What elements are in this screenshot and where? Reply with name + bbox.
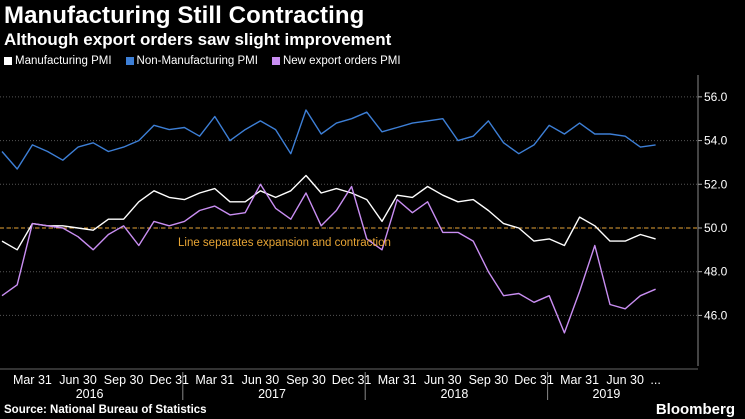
y-tick-label: 48.0: [704, 265, 728, 279]
legend-label-non-manufacturing: Non-Manufacturing PMI: [136, 55, 258, 67]
bloomberg-logo: Bloomberg: [655, 401, 735, 418]
manufacturing-pmi-line: [1, 174, 656, 251]
x-tick-label: Dec 31: [332, 373, 372, 387]
x-tick-label: Mar 31: [378, 373, 417, 387]
x-tick-label: Mar 31: [13, 373, 52, 387]
legend-swatch-manufacturing: [4, 57, 12, 65]
threshold-annotation: Line separates expansion and contraction: [178, 237, 391, 249]
export-orders-pmi-line: [1, 183, 656, 334]
source-note: Source: National Bureau of Statistics: [4, 404, 207, 416]
year-label: 2016: [76, 387, 104, 401]
legend-item-export-orders: New export orders PMI: [271, 55, 401, 67]
x-tick-label: Jun 30: [59, 373, 97, 387]
x-tick-label: Mar 31: [560, 373, 599, 387]
legend-swatch-export-orders: [271, 57, 280, 65]
x-tick-label: Jun 30: [606, 373, 644, 387]
legend-label-export-orders: New export orders PMI: [282, 55, 401, 67]
x-tick-label: Sep 30: [104, 373, 144, 387]
legend-item-non-manufacturing: Non-Manufacturing PMI: [125, 55, 258, 67]
y-tick-label: 54.0: [704, 134, 728, 148]
y-tick-label: 50.0: [704, 221, 728, 235]
chart-title: Manufacturing Still Contracting: [4, 2, 365, 29]
x-tick-label: Jun 30: [242, 373, 280, 387]
legend-label-manufacturing: Manufacturing PMI: [15, 55, 112, 67]
x-tick-label: Jun 30: [424, 373, 462, 387]
x-tick-label: Dec 31: [149, 373, 189, 387]
chart-legend: Manufacturing PMI Non-Manufacturing PMI …: [0, 55, 411, 67]
year-label: 2018: [440, 387, 468, 401]
year-label: 2017: [258, 387, 286, 401]
chart-subtitle: Although export orders saw slight improv…: [4, 30, 392, 49]
x-tick-label: Sep 30: [469, 373, 509, 387]
y-tick-label: 56.0: [704, 90, 728, 104]
y-tick-label: 52.0: [704, 177, 728, 191]
legend-item-manufacturing: Manufacturing PMI: [4, 55, 112, 67]
legend-swatch-non-manufacturing: [125, 57, 134, 65]
year-label: 2019: [592, 387, 620, 401]
x-tick-label: Mar 31: [195, 373, 234, 387]
x-tick-label: Sep 30: [286, 373, 326, 387]
non-manufacturing-pmi-line: [1, 109, 656, 170]
x-tick-label: Dec 31: [514, 373, 554, 387]
x-tick-label: ...: [650, 373, 660, 387]
y-tick-label: 46.0: [704, 308, 728, 322]
